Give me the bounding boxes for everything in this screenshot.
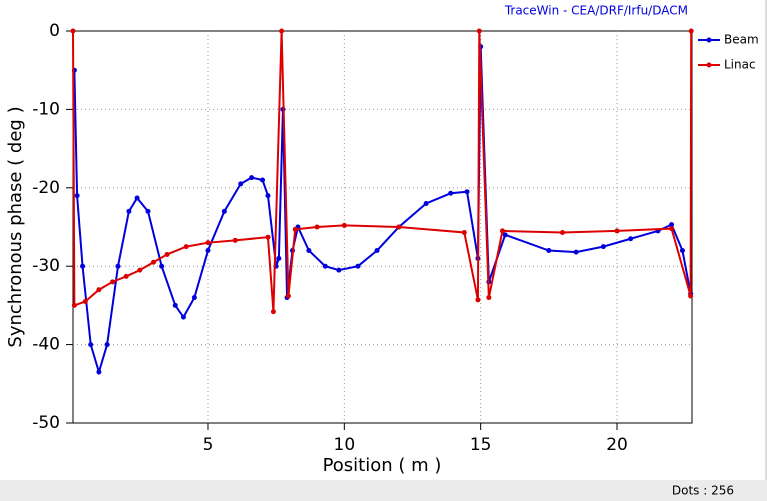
- data-point: [82, 298, 88, 304]
- data-point: [669, 226, 675, 232]
- data-point: [265, 193, 271, 199]
- data-point: [180, 314, 186, 320]
- chart-title: TraceWin - CEA/DRF/Irfu/DACM: [504, 4, 688, 18]
- x-axis-label: Position ( m ): [323, 455, 442, 476]
- x-tick-label: 15: [470, 435, 492, 455]
- data-point: [502, 232, 508, 238]
- data-point: [159, 263, 165, 269]
- data-point: [314, 224, 320, 230]
- legend-marker: [706, 62, 712, 68]
- data-point: [88, 342, 94, 348]
- data-point: [461, 229, 467, 235]
- data-point: [265, 234, 271, 240]
- y-axis-label: Synchronous phase ( deg ): [5, 106, 26, 347]
- data-point: [423, 200, 429, 206]
- data-point: [336, 267, 342, 273]
- data-point: [600, 244, 606, 250]
- data-point: [614, 228, 620, 234]
- data-point: [341, 222, 347, 228]
- data-point: [486, 295, 492, 301]
- data-point: [205, 248, 211, 254]
- data-point: [137, 267, 143, 273]
- data-point: [221, 208, 227, 214]
- x-tick-label: 20: [606, 435, 628, 455]
- data-point: [238, 181, 244, 187]
- data-point: [355, 263, 361, 269]
- y-tick-label: 0: [49, 21, 60, 41]
- data-point: [374, 248, 380, 254]
- data-point: [464, 189, 470, 195]
- data-point: [232, 237, 238, 243]
- data-point: [276, 255, 282, 261]
- data-point: [70, 28, 76, 34]
- data-point: [306, 248, 312, 254]
- data-point: [164, 251, 170, 257]
- legend-label: Beam: [724, 33, 759, 47]
- status-bar: [0, 480, 767, 501]
- data-point: [71, 302, 77, 308]
- data-point: [475, 297, 481, 303]
- data-point: [96, 369, 102, 375]
- data-point: [573, 249, 579, 255]
- data-point: [322, 263, 328, 269]
- data-point: [499, 228, 505, 234]
- data-point: [688, 293, 694, 299]
- legend-label: Linac: [724, 58, 756, 72]
- data-point: [104, 342, 110, 348]
- data-point: [183, 244, 189, 250]
- y-tick-label: -30: [32, 256, 60, 276]
- data-point: [172, 302, 178, 308]
- data-point: [80, 263, 86, 269]
- data-point: [123, 273, 129, 279]
- data-point: [115, 263, 121, 269]
- data-point: [679, 248, 685, 254]
- x-tick-label: 10: [334, 435, 356, 455]
- legend-marker: [706, 37, 712, 43]
- data-point: [396, 224, 402, 230]
- data-point: [546, 248, 552, 254]
- data-point: [205, 240, 211, 246]
- data-point: [285, 293, 291, 299]
- data-point: [145, 208, 151, 214]
- data-point: [134, 195, 140, 201]
- data-point: [292, 226, 298, 232]
- y-tick-label: -20: [32, 178, 60, 198]
- data-point: [628, 236, 634, 242]
- data-point: [96, 287, 102, 293]
- data-point: [279, 28, 285, 34]
- data-point: [260, 177, 266, 183]
- data-point: [249, 175, 255, 181]
- data-point: [476, 28, 482, 34]
- data-point: [191, 295, 197, 301]
- y-tick-label: -10: [32, 99, 60, 119]
- y-tick-label: -40: [32, 335, 60, 355]
- data-point: [688, 28, 694, 34]
- data-point: [126, 208, 132, 214]
- data-point: [559, 229, 565, 235]
- data-point: [150, 259, 156, 265]
- x-tick-label: 5: [203, 435, 214, 455]
- data-point: [74, 193, 80, 199]
- y-tick-label: -50: [32, 413, 60, 433]
- status-text: Dots : 256: [672, 484, 734, 498]
- data-point: [448, 190, 454, 196]
- data-point: [270, 309, 276, 315]
- data-point: [669, 222, 675, 228]
- data-point: [110, 279, 116, 285]
